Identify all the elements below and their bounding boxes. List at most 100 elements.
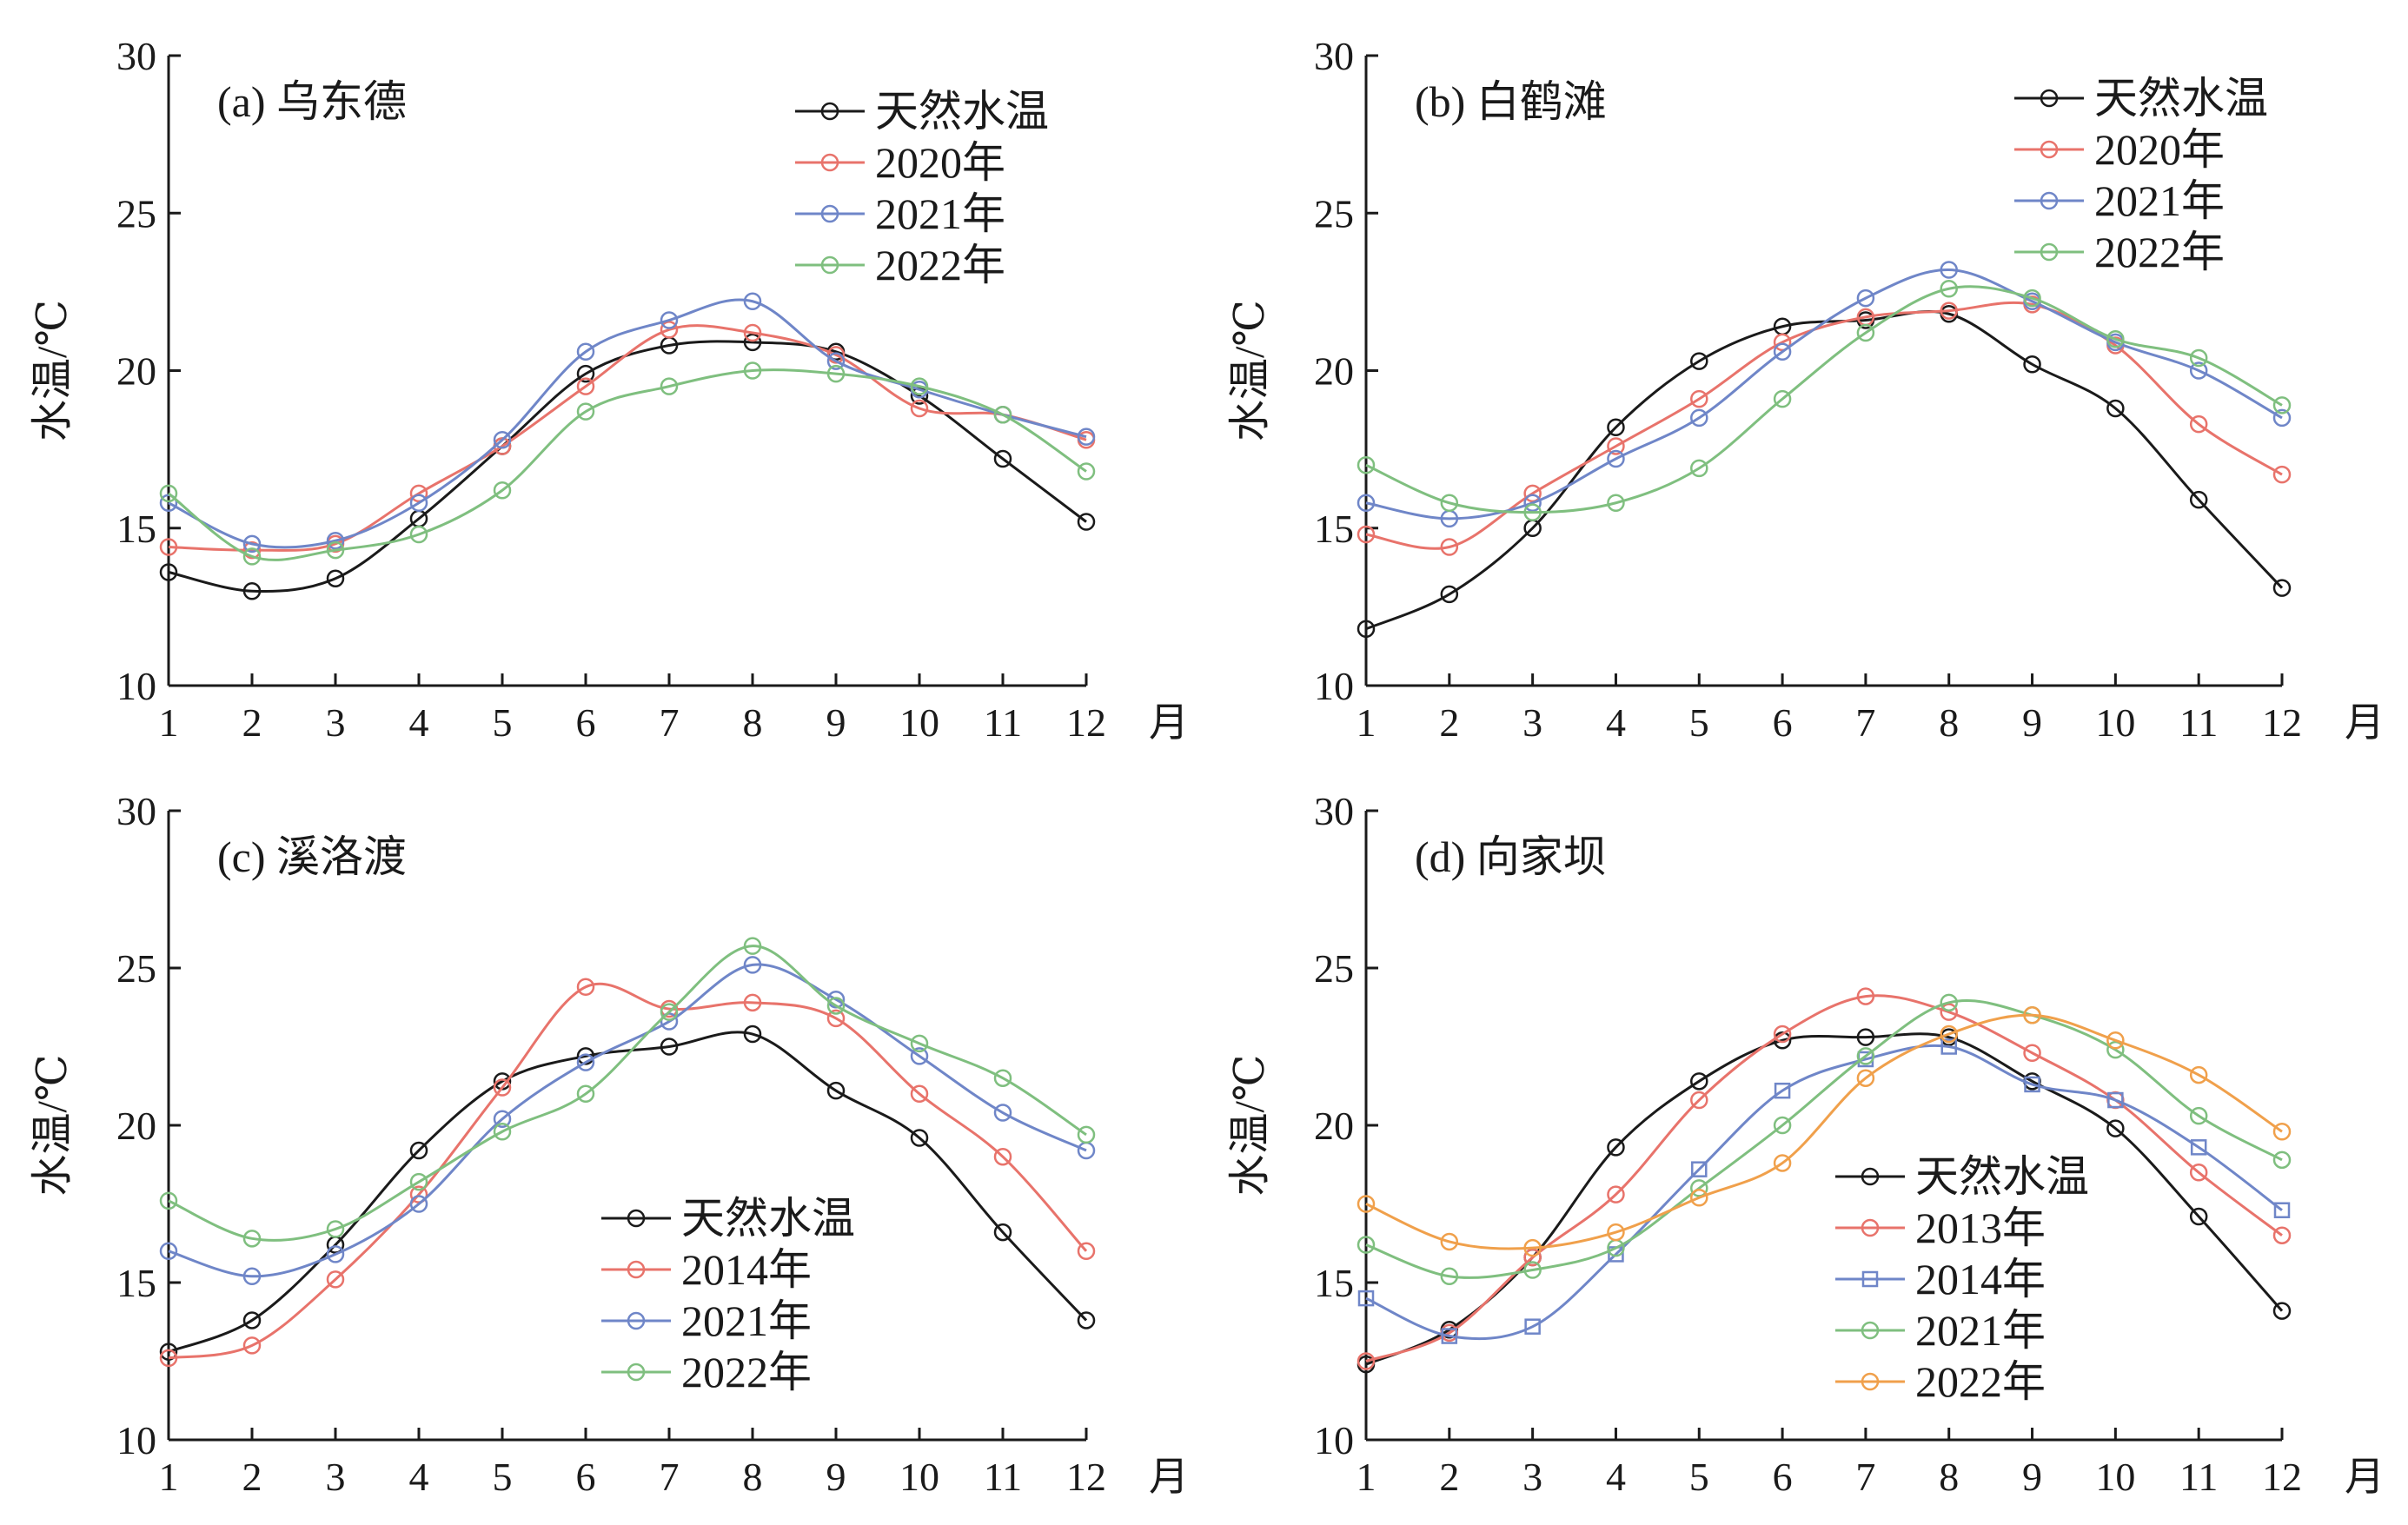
data-point [660,321,679,339]
x-tick-label: 2 [242,1455,262,1499]
series-line [1365,998,2283,1279]
series-line [168,368,1087,561]
data-point [576,377,595,395]
data-point [1856,1047,1875,1065]
data-point [1077,513,1096,531]
data-point [242,1336,262,1355]
data-point [1774,1082,1791,1099]
data-point [1940,280,1958,298]
y-tick-label: 10 [116,1418,156,1462]
data-point [326,1245,345,1263]
data-point [159,1343,178,1361]
data-point [2189,1106,2208,1125]
data-point [1357,1236,1376,1254]
series-3 [1357,1038,2291,1344]
data-point [1523,503,1542,521]
data-point [1607,1138,1625,1157]
data-point [910,1129,929,1147]
x-tick-label: 10 [899,1455,939,1499]
data-point [576,1053,595,1071]
data-point [576,342,595,361]
x-tick-label: 9 [2022,1455,2042,1499]
x-tick-label: 2 [242,700,262,745]
y-tick-label: 30 [1314,34,1354,78]
legend-label: 2021年 [1915,1306,2046,1355]
data-point [1607,1223,1625,1242]
data-point [1357,494,1376,512]
data-point [910,1034,929,1053]
data-point [826,1081,846,1100]
data-point [159,1191,178,1210]
y-tick-label: 25 [1314,191,1354,235]
data-point [1077,428,1096,446]
legend-swatch-marker [1861,1270,1879,1288]
legend-swatch-marker [627,1311,646,1330]
data-point [1440,1267,1459,1286]
y-axis-label: 水温/℃ [30,300,76,441]
x-tick-label: 5 [1689,1455,1709,1499]
data-point [1523,494,1542,512]
data-point [1523,1261,1542,1279]
data-point [242,1267,262,1286]
x-tick-label: 5 [493,1455,513,1499]
data-point [576,402,595,421]
data-point [993,449,1012,468]
panel-title: (b) 白鹤滩 [1415,77,1607,126]
y-axis-label: 水温/℃ [1227,1054,1273,1196]
data-point [2272,408,2292,428]
data-point [326,532,345,550]
data-point [2272,1302,2292,1320]
data-point [2272,579,2292,597]
data-point [743,361,762,380]
data-point [576,1084,595,1104]
data-point [826,997,846,1015]
y-tick-label: 15 [1314,507,1354,551]
x-tick-label: 2 [1439,1455,1459,1499]
data-point [1690,1189,1708,1207]
x-tick-label: 4 [1606,700,1626,745]
data-point [2023,288,2041,308]
data-point [910,377,929,395]
series-4 [1357,993,2292,1286]
data-point [2106,1119,2125,1137]
y-tick-label: 25 [1314,946,1354,991]
data-point [1691,1161,1708,1177]
data-point [1607,418,1625,436]
data-point [576,364,595,383]
x-tick-label: 8 [1939,700,1959,745]
x-tick-label: 7 [1855,1455,1875,1499]
data-point [1357,456,1376,474]
data-point [2107,1091,2124,1109]
x-tick-label: 11 [2179,1455,2218,1499]
y-tick-label: 10 [1314,664,1354,708]
data-point [1440,494,1459,512]
x-tick-label: 6 [1773,700,1793,745]
legend-swatch-marker [627,1260,646,1279]
x-tick-label: 3 [326,1455,346,1499]
series-line [1365,1013,2283,1250]
x-tick-label: 6 [1773,1455,1793,1499]
data-point [743,323,762,342]
x-tick-label: 10 [899,700,939,745]
data-point [743,1024,762,1044]
data-point [409,494,428,512]
legend-label: 天然水温 [681,1194,855,1243]
data-point [409,525,428,544]
data-point [242,582,262,600]
data-point [493,1078,512,1097]
data-point [242,540,262,560]
data-point [993,1147,1012,1166]
data-point [2024,1076,2040,1093]
legend-label: 2020年 [875,138,1005,187]
data-point [1690,389,1708,408]
data-point [1524,1318,1541,1335]
legend-swatch-marker [1861,1167,1880,1186]
legend-label: 天然水温 [1915,1152,2089,1201]
legend-swatch-marker [820,255,839,275]
data-point [1440,538,1459,556]
x-tick-label: 11 [2179,700,2218,745]
data-point [2189,348,2208,368]
